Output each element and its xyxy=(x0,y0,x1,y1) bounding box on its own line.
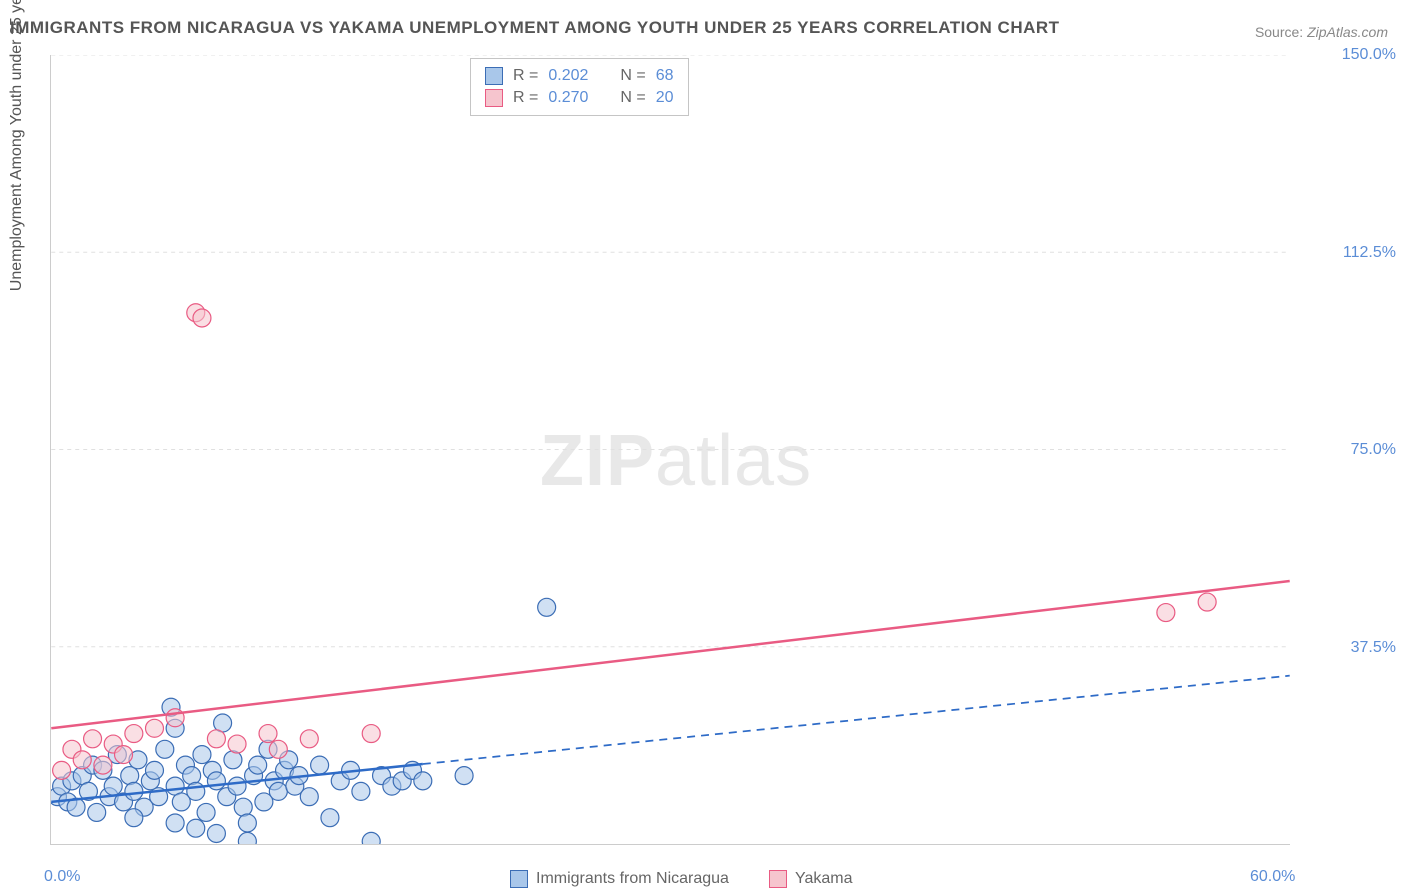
legend-row-series2: R = 0.270 N = 20 xyxy=(485,87,674,109)
source-label: Source: xyxy=(1255,24,1303,40)
y-axis-label: Unemployment Among Youth under 25 years xyxy=(8,0,26,291)
legend-item-series1: Immigrants from Nicaragua xyxy=(510,870,729,888)
plot-area xyxy=(50,55,1290,845)
y-tick-label: 75.0% xyxy=(1351,441,1396,459)
swatch-series1 xyxy=(485,67,503,85)
series1-label: Immigrants from Nicaragua xyxy=(536,870,729,888)
n-label: N = xyxy=(620,67,645,85)
correlation-legend: R = 0.202 N = 68 R = 0.270 N = 20 xyxy=(470,58,689,116)
r-label: R = xyxy=(513,89,538,107)
chart-title: IMMIGRANTS FROM NICARAGUA VS YAKAMA UNEM… xyxy=(10,18,1060,38)
swatch-series2-bottom xyxy=(769,870,787,888)
y-tick-label: 112.5% xyxy=(1343,244,1396,262)
series-legend: Immigrants from Nicaragua Yakama xyxy=(510,870,852,888)
swatch-series1-bottom xyxy=(510,870,528,888)
r-value-series2: 0.270 xyxy=(548,89,588,107)
x-tick-label: 0.0% xyxy=(44,868,80,886)
x-tick-label: 60.0% xyxy=(1250,868,1295,886)
r-value-series1: 0.202 xyxy=(548,67,588,85)
swatch-series2 xyxy=(485,89,503,107)
source-value: ZipAtlas.com xyxy=(1307,24,1388,40)
legend-row-series1: R = 0.202 N = 68 xyxy=(485,65,674,87)
y-tick-label: 37.5% xyxy=(1351,639,1396,657)
n-value-series2: 20 xyxy=(656,89,674,107)
series2-label: Yakama xyxy=(795,870,853,888)
source-attribution: Source: ZipAtlas.com xyxy=(1255,24,1388,40)
y-tick-label: 150.0% xyxy=(1342,46,1396,64)
n-label: N = xyxy=(620,89,645,107)
n-value-series1: 68 xyxy=(656,67,674,85)
legend-item-series2: Yakama xyxy=(769,870,853,888)
scatter-plot-svg xyxy=(51,55,1290,844)
r-label: R = xyxy=(513,67,538,85)
